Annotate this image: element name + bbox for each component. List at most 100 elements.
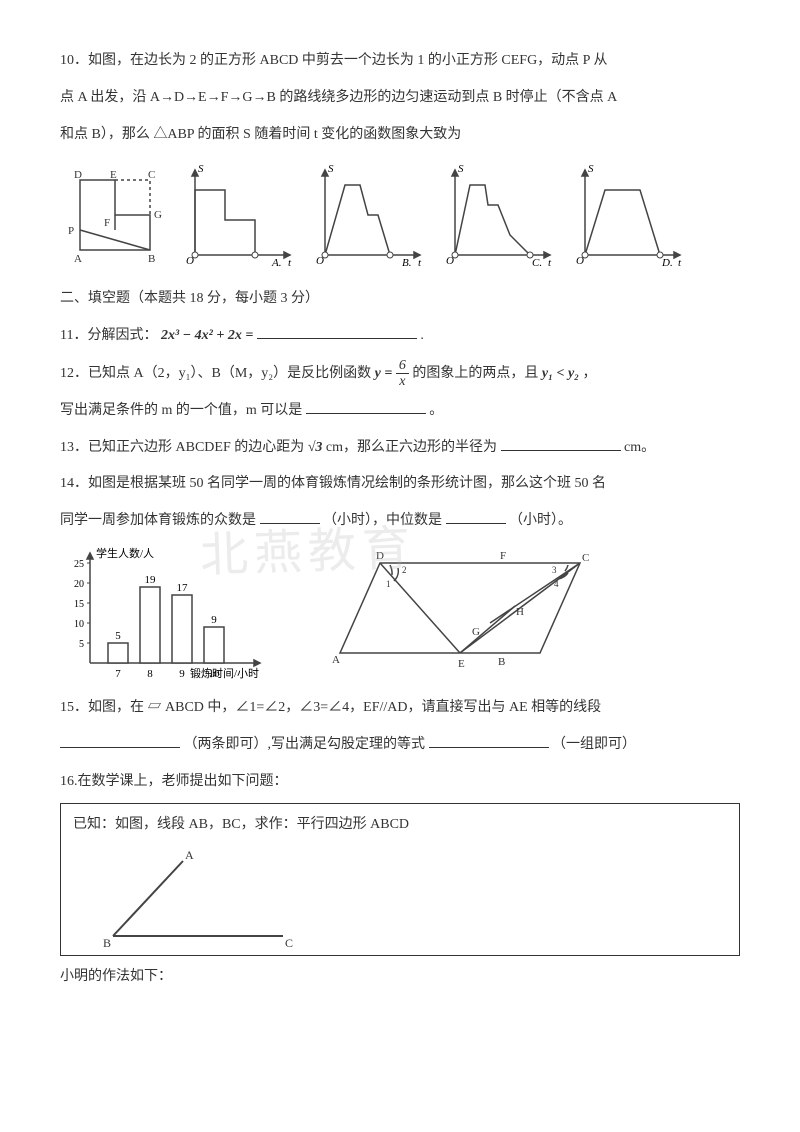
svg-text:10: 10	[74, 619, 84, 630]
q14-unit1: （小时），中位数是	[323, 513, 442, 528]
svg-text:15: 15	[74, 599, 84, 610]
q14-line2: 同学一周参加体育锻炼的众数是 （小时），中位数是 （小时）。	[60, 506, 740, 537]
svg-text:C: C	[148, 169, 155, 181]
q12-frac: 6 x	[396, 358, 409, 390]
svg-text:t: t	[678, 257, 682, 269]
q13-unit: cm。	[624, 440, 655, 455]
q15-blank1	[60, 733, 180, 748]
q10-graph-B: S O t B.	[310, 160, 430, 270]
svg-text:A: A	[74, 253, 82, 265]
svg-text:C.: C.	[532, 257, 542, 269]
svg-text:4: 4	[554, 579, 559, 589]
q11-suf: .	[420, 328, 424, 343]
q13: 13．已知正六边形 ABCDEF 的边心距为 √3 cm，那么正六边形的半径为 …	[60, 433, 740, 464]
q15: 15．如图，在 ▱ ABCD 中，∠1=∠2，∠3=∠4，EF//AD，请直接写…	[60, 693, 740, 724]
q12-mid: 的图象上的两点，且	[412, 366, 542, 381]
svg-text:C: C	[285, 936, 293, 950]
q11-formula: 2x³ − 4x² + 2x =	[161, 328, 253, 343]
svg-text:A: A	[185, 848, 194, 862]
svg-text:D: D	[376, 550, 384, 562]
parallelogram-diagram: D F C G H A E B 1 2 3 4	[320, 543, 600, 673]
q10-graph-D: S O t D.	[570, 160, 690, 270]
svg-text:G: G	[472, 626, 480, 638]
svg-text:A: A	[332, 654, 340, 666]
svg-text:G: G	[154, 209, 162, 221]
svg-text:t: t	[548, 257, 552, 269]
q10-graph-C: S O t C.	[440, 160, 560, 270]
svg-text:B: B	[103, 936, 111, 950]
q12-blank	[306, 399, 426, 414]
q10-line3: 和点 B），那么 △ABP 的面积 S 随着时间 t 变化的函数图象大致为	[60, 120, 740, 151]
q13-pre: 13．已知正六边形 ABCDEF 的边心距为	[60, 440, 304, 455]
svg-text:2: 2	[402, 565, 407, 575]
section2-header: 二、填空题（本题共 18 分，每小题 3 分）	[60, 284, 740, 315]
svg-text:F: F	[104, 217, 110, 229]
svg-text:D.: D.	[661, 257, 673, 269]
q15-pre: 15．如图，在	[60, 700, 144, 715]
q15-line2: （两条即可）,写出满足勾股定理的等式 （一组即可）	[60, 730, 740, 761]
q12-eq: y =	[375, 366, 393, 381]
svg-text:5: 5	[79, 639, 84, 650]
q12-pre: 12．已知点 A（2，y₁）、B（M，y₂）是反比例函数	[60, 366, 375, 381]
svg-text:9: 9	[179, 668, 185, 680]
svg-text:17: 17	[177, 582, 189, 594]
q14-blank2	[446, 509, 506, 524]
svg-text:C: C	[582, 552, 589, 564]
svg-text:D: D	[74, 169, 82, 181]
q10-geometry: D E C P F G A B	[60, 160, 170, 270]
q12-num: 6	[396, 358, 409, 374]
q10-figures: D E C P F G A B S O t A. S	[60, 160, 740, 270]
svg-text:B: B	[148, 253, 155, 265]
q10-graph-A: S O t A.	[180, 160, 300, 270]
q10-line2: 点 A 出发，沿 A→D→E→F→G→B 的路线绕多边形的边匀速运动到点 B 时…	[60, 83, 740, 114]
q10-line1: 10．如图，在边长为 2 的正方形 ABCD 中剪去一个边长为 1 的小正方形 …	[60, 46, 740, 77]
svg-text:3: 3	[552, 565, 557, 575]
q12-line2-text: 写出满足条件的 m 的一个值，m 可以是	[60, 403, 302, 418]
svg-text:O: O	[446, 255, 454, 267]
svg-text:P: P	[68, 225, 74, 237]
q13-mid: cm，那么正六边形的半径为	[326, 440, 497, 455]
svg-text:19: 19	[145, 574, 157, 586]
svg-text:S: S	[588, 163, 594, 175]
q11-pre: 11．分解因式：	[60, 328, 157, 343]
svg-text:O: O	[316, 255, 324, 267]
svg-text:7: 7	[115, 668, 121, 680]
svg-text:H: H	[516, 606, 524, 618]
q15-mid2: （两条即可）,写出满足勾股定理的等式	[184, 737, 426, 752]
q14-line2a: 同学一周参加体育锻炼的众数是	[60, 513, 256, 528]
q12-line1: 12．已知点 A（2，y₁）、B（M，y₂）是反比例函数 y = 6 x 的图象…	[60, 358, 740, 390]
svg-text:B: B	[498, 656, 505, 668]
q15-blank2	[429, 733, 549, 748]
svg-text:10: 10	[209, 668, 221, 680]
svg-text:8: 8	[147, 668, 153, 680]
svg-text:S: S	[198, 163, 204, 175]
svg-text:5: 5	[115, 630, 121, 642]
q12-line2: 写出满足条件的 m 的一个值，m 可以是 。	[60, 396, 740, 427]
q12-den: x	[396, 374, 409, 389]
svg-text:O: O	[186, 255, 194, 267]
q15-end: （一组即可）	[552, 737, 636, 752]
svg-text:锻炼时间/小时: 锻炼时间/小时	[190, 666, 259, 680]
q16-head: 16.在数学课上，老师提出如下问题：	[60, 767, 740, 798]
svg-text:t: t	[418, 257, 422, 269]
q12-end: 。	[429, 403, 443, 418]
svg-text:O: O	[576, 255, 584, 267]
q12-cond: y₁ < y₂	[542, 366, 579, 381]
svg-text:20: 20	[74, 579, 84, 590]
q16-box-text: 已知：如图，线段 AB，BC，求作：平行四边形 ABCD	[73, 810, 727, 841]
svg-text:E: E	[110, 169, 117, 181]
q15-mid1: ABCD 中，∠1=∠2，∠3=∠4，EF//AD，请直接写出与 AE 相等的线…	[165, 700, 601, 715]
q16-after: 小明的作法如下：	[60, 962, 740, 993]
q16-figure: A B C	[73, 841, 333, 951]
q11-blank	[257, 324, 417, 339]
parallelogram-icon: ▱	[148, 700, 162, 715]
svg-text:学生人数/人: 学生人数/人	[96, 546, 154, 560]
svg-text:B.: B.	[402, 257, 411, 269]
q12-suf: ，	[583, 366, 597, 381]
svg-text:9: 9	[211, 614, 217, 626]
svg-text:F: F	[500, 550, 506, 562]
q16-box: 已知：如图，线段 AB，BC，求作：平行四边形 ABCD A B C	[60, 803, 740, 956]
q13-blank	[501, 436, 621, 451]
svg-text:S: S	[458, 163, 464, 175]
q13-sqrt: √3	[308, 440, 323, 455]
